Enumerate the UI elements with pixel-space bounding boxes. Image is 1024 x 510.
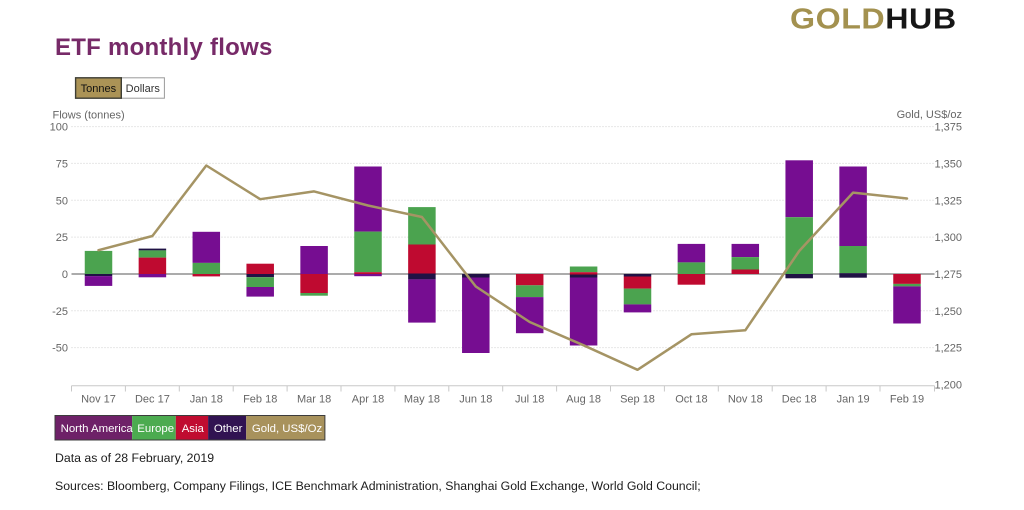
svg-text:Data as of 28 February, 2019: Data as of 28 February, 2019 (55, 451, 214, 465)
svg-text:Dec 17: Dec 17 (135, 394, 170, 406)
svg-text:Europe: Europe (137, 423, 174, 435)
svg-text:ETF monthly flows: ETF monthly flows (55, 34, 273, 61)
svg-text:1,325: 1,325 (934, 195, 962, 207)
svg-text:1,375: 1,375 (934, 122, 962, 134)
svg-text:Tonnes: Tonnes (81, 83, 117, 95)
svg-text:Nov 17: Nov 17 (81, 394, 116, 406)
svg-text:Sep 18: Sep 18 (620, 394, 655, 406)
svg-text:1,200: 1,200 (934, 379, 962, 391)
svg-text:Other: Other (214, 423, 243, 435)
svg-text:-50: -50 (52, 343, 68, 355)
svg-text:Jan 18: Jan 18 (190, 394, 223, 406)
svg-text:Aug 18: Aug 18 (566, 394, 601, 406)
svg-text:Sources: Bloomberg, Company Fi: Sources: Bloomberg, Company Filings, ICE… (55, 479, 701, 493)
svg-text:Oct 18: Oct 18 (675, 394, 707, 406)
svg-text:Nov 18: Nov 18 (728, 394, 763, 406)
svg-text:Feb 19: Feb 19 (890, 394, 924, 406)
svg-text:GOLDHUB: GOLDHUB (790, 3, 957, 35)
svg-text:1,350: 1,350 (934, 158, 962, 170)
svg-text:Dec 18: Dec 18 (782, 394, 817, 406)
svg-text:Apr 18: Apr 18 (352, 394, 384, 406)
svg-text:25: 25 (56, 232, 68, 244)
svg-text:1,250: 1,250 (934, 306, 962, 318)
svg-text:50: 50 (56, 195, 68, 207)
svg-text:75: 75 (56, 158, 68, 170)
svg-text:1,300: 1,300 (934, 232, 962, 244)
svg-text:-25: -25 (52, 306, 68, 318)
svg-text:1,225: 1,225 (934, 343, 962, 355)
svg-text:100: 100 (50, 122, 68, 134)
svg-text:1,275: 1,275 (934, 269, 962, 281)
svg-text:Asia: Asia (182, 423, 205, 435)
svg-text:North America: North America (61, 423, 134, 435)
svg-text:Jun 18: Jun 18 (459, 394, 492, 406)
svg-text:Gold, US$/Oz: Gold, US$/Oz (252, 423, 323, 435)
svg-text:Feb 18: Feb 18 (243, 394, 277, 406)
svg-text:Flows (tonnes): Flows (tonnes) (53, 110, 125, 122)
svg-text:0: 0 (62, 269, 68, 281)
svg-text:Dollars: Dollars (126, 83, 161, 95)
svg-text:May 18: May 18 (404, 394, 440, 406)
svg-text:Mar 18: Mar 18 (297, 394, 331, 406)
svg-text:Gold, US$/oz: Gold, US$/oz (897, 109, 962, 121)
svg-text:Jul 18: Jul 18 (515, 394, 544, 406)
svg-text:Jan 19: Jan 19 (837, 394, 870, 406)
